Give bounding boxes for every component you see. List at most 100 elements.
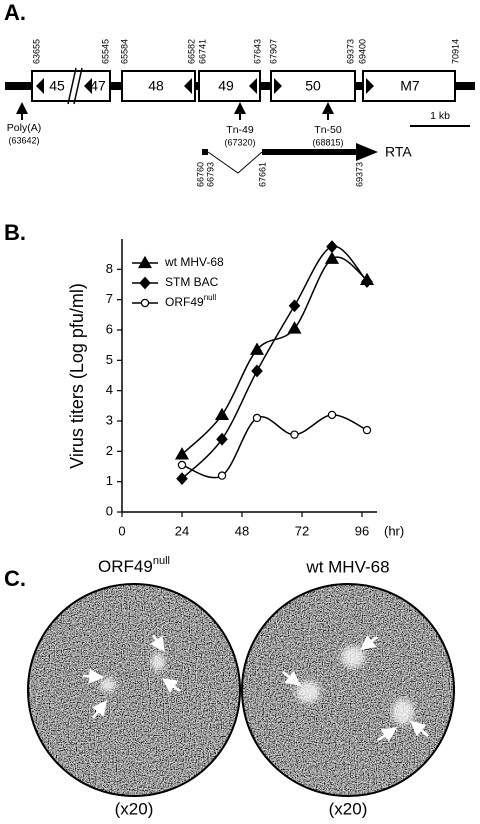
triangle (184, 78, 192, 94)
plaque (100, 678, 116, 692)
triangle (84, 78, 92, 94)
title-text: ORF49 (98, 557, 153, 576)
panel-label: B. (4, 220, 26, 245)
data-point (290, 430, 299, 439)
coordinate: 63655 (31, 39, 41, 64)
coordinate: 66793 (205, 162, 215, 187)
rta-arrowhead (356, 143, 378, 161)
tn49-label: Tn-49 (226, 124, 254, 136)
data-point (324, 251, 340, 264)
data-point (216, 432, 228, 446)
coordinate: 70914 (450, 39, 460, 64)
legend-text: wt MHV-68 (164, 255, 224, 269)
legend-text: STM BAC (165, 275, 219, 289)
coordinate: 66582 (186, 39, 196, 64)
panel-c: C. ORF49null wt MHV-68 (x20) (x20) (4, 555, 455, 818)
arrow (82, 668, 104, 684)
coordinate: 65545 (100, 39, 110, 64)
legend-label: ORF49null (165, 293, 216, 309)
y-tick-label: 2 (106, 443, 113, 458)
gene-label: 48 (148, 78, 164, 94)
legend-superscript: null (204, 293, 217, 302)
triangle (249, 78, 257, 94)
triangle (274, 78, 282, 94)
break-line (67, 67, 77, 105)
coordinate: 67643 (252, 39, 262, 64)
data-point (287, 321, 302, 334)
gene-box (31, 70, 111, 102)
coordinate: 66741 (197, 39, 207, 64)
gene-box (270, 70, 356, 102)
y-tick-label: 5 (106, 352, 113, 367)
panel-a: A. 45 47 48 49 50 M7 63655 65545 6558 (4, 0, 475, 187)
data-point (174, 447, 190, 460)
scale-label: 1 kb (430, 110, 450, 122)
gene-label: M7 (400, 78, 420, 94)
rta-intron (207, 151, 263, 174)
plaque (341, 646, 365, 668)
image-title: wt MHV-68 (305, 557, 389, 576)
y-axis-title: Virus titers (Log pfu/ml) (67, 283, 87, 469)
data-point (362, 425, 372, 435)
gene-box (362, 70, 456, 102)
arrows (82, 634, 429, 742)
plaque-image (242, 584, 454, 796)
magnification: (x20) (115, 799, 154, 818)
gene-label: 47 (90, 78, 106, 94)
rta-label: RTA (385, 144, 412, 160)
data-point (251, 364, 263, 378)
plaque (151, 653, 165, 671)
plaque (392, 699, 414, 725)
legend-marker (139, 276, 151, 290)
coordinate: 69373 (345, 39, 355, 64)
orientation-triangles (36, 78, 374, 94)
panel-b: B. Virus titers (Log pfu/ml) (hr) 0 24 48 7… (4, 220, 404, 539)
polya-label: Poly(A) (7, 122, 41, 134)
plaques (100, 646, 414, 725)
legend-label: STM BAC (165, 275, 219, 289)
gene-label: 45 (49, 78, 65, 94)
x-tick-label: 24 (175, 523, 189, 538)
coordinate: 66760 (195, 162, 205, 187)
plaque-image (28, 584, 240, 796)
coordinate: 69373 (354, 162, 364, 187)
coordinate: 67661 (257, 162, 267, 187)
panel-label: A. (4, 0, 26, 25)
data-point (177, 460, 187, 470)
rta-exon (202, 149, 208, 155)
gene-label: 50 (305, 78, 321, 94)
gene-boxes (31, 70, 456, 102)
data-point (214, 407, 230, 421)
data-point (288, 299, 301, 313)
x-tick-label: 72 (295, 523, 309, 538)
image-border (27, 583, 241, 797)
coordinate: 65584 (119, 39, 129, 64)
arrow (91, 700, 108, 719)
tn50-label: Tn-50 (314, 124, 342, 136)
x-tick-label: 48 (235, 523, 249, 538)
title-superscript: null (153, 555, 170, 567)
legend-marker (140, 298, 150, 308)
arrow (150, 634, 165, 653)
x-tick-label: 96 (355, 523, 369, 538)
panel-label: C. (4, 566, 26, 591)
arrow (360, 634, 378, 651)
break-line (73, 67, 83, 105)
y-tick-label: 8 (106, 261, 113, 276)
triangle (366, 78, 374, 94)
data-point (361, 275, 373, 288)
rta-exon (262, 149, 358, 155)
site-arrows (16, 102, 334, 120)
y-tick-label: 1 (106, 473, 113, 488)
data-point (326, 240, 338, 253)
image-title: ORF49null (98, 555, 170, 577)
arrow (377, 727, 398, 742)
y-tick-label: 7 (106, 291, 113, 306)
arrow (161, 678, 181, 693)
y-tick-label: 0 (106, 503, 113, 518)
legend-marker (137, 255, 153, 269)
data-point (217, 471, 227, 480)
gene-label: 49 (218, 78, 234, 94)
polya-position: (63642) (8, 135, 39, 145)
